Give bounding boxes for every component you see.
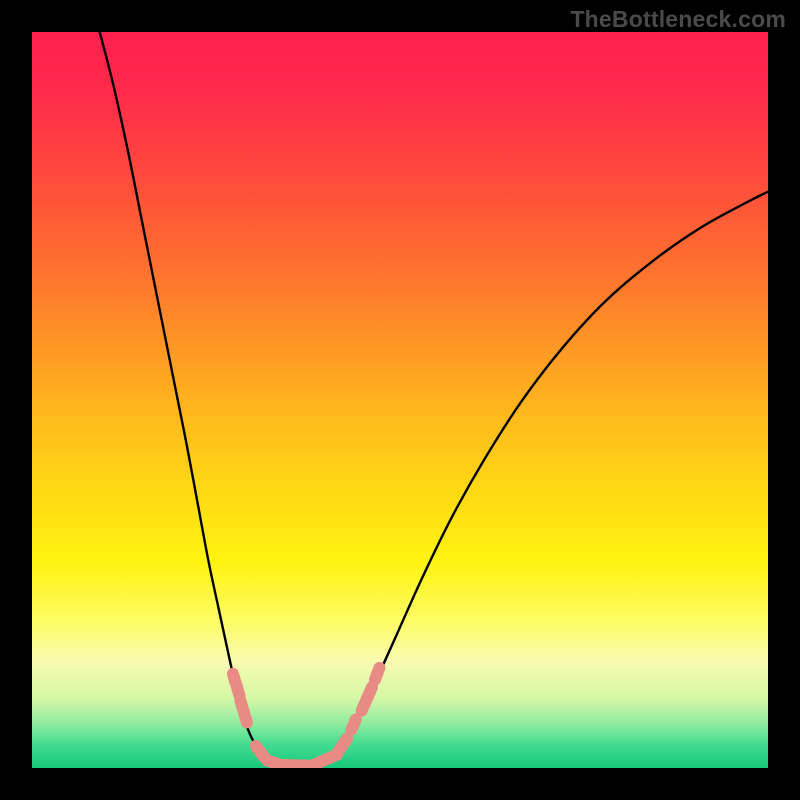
- overlay-segment: [351, 719, 355, 729]
- overlay-segment: [233, 674, 240, 696]
- watermark-text: TheBottleneck.com: [570, 6, 786, 33]
- overlay-segment: [375, 668, 379, 680]
- chart-stage: TheBottleneck.com: [0, 0, 800, 800]
- overlay-segment: [268, 761, 280, 765]
- overlay-segment: [338, 739, 347, 752]
- overlay-segment: [284, 765, 312, 766]
- overlay-segment: [256, 746, 265, 758]
- chart-svg: [0, 0, 800, 800]
- overlay-segment: [240, 700, 247, 722]
